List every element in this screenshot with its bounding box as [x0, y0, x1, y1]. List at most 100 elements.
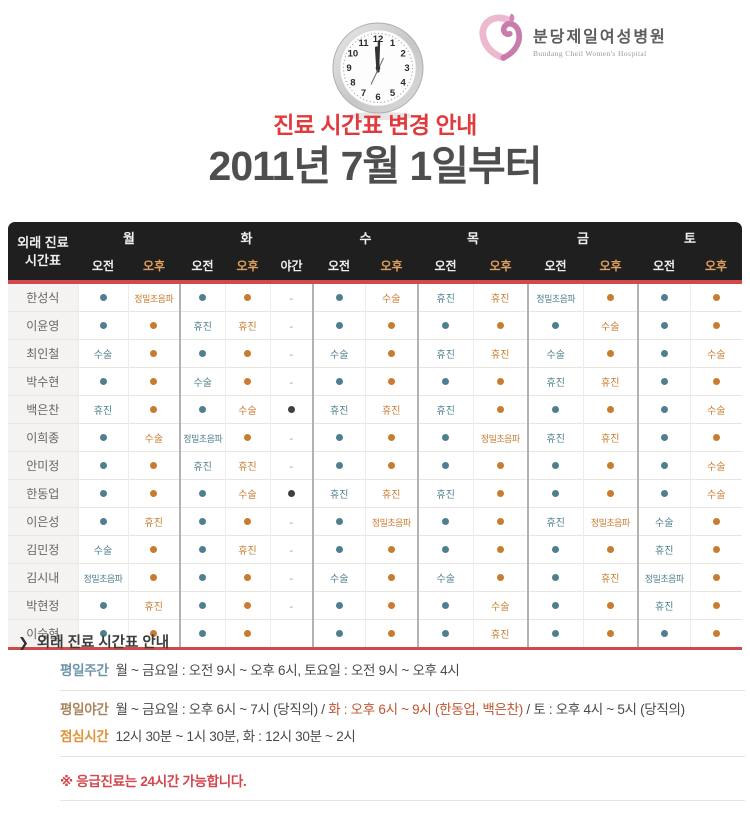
day-header-fri: 금	[528, 222, 638, 251]
schedule-cell-text: 수술	[330, 573, 349, 585]
schedule-cell	[689, 535, 742, 564]
clinic-dot-pm	[712, 517, 720, 525]
clinic-dot-pm	[150, 321, 158, 329]
schedule-cell	[312, 619, 365, 647]
no-clinic-dash: -	[289, 517, 293, 529]
schedule-cell	[312, 423, 365, 452]
schedule-cell-text: 휴진	[601, 433, 620, 445]
clinic-dot-pm	[606, 349, 614, 357]
schedule-cell	[637, 479, 690, 508]
notice-subtitle: 진료 시간표 변경 안내	[273, 112, 477, 138]
schedule-cell	[637, 451, 690, 480]
clinic-dot-am	[99, 433, 107, 441]
schedule-cell: 휴진	[224, 311, 270, 340]
doctor-name: 이희종	[8, 423, 78, 452]
schedule-table-body: 한성식 정밀초음파 - 수술 휴진 휴진 정밀초음파 이윤영 휴진 휴진 - 수술 최인철 수술 - 수술 휴진…	[8, 282, 742, 647]
schedule-cell: 수술	[312, 563, 365, 592]
clinic-dot-am	[660, 433, 668, 441]
subheader-am: 오전	[78, 251, 128, 284]
schedule-cell	[224, 619, 270, 647]
schedule-cell-text: 수술	[144, 433, 163, 445]
schedule-cell-text: 수술	[238, 405, 257, 417]
day-header-thu: 목	[418, 222, 528, 251]
schedule-cell	[77, 591, 128, 620]
clinic-dot-pm	[244, 377, 251, 385]
schedule-cell	[127, 619, 180, 647]
clock-number: 5	[390, 88, 396, 99]
schedule-cell-text: 정밀초음파	[183, 433, 223, 444]
schedule-cell	[689, 591, 742, 620]
schedule-cell: 휴진	[637, 591, 690, 620]
schedule-cell: 정밀초음파	[77, 563, 128, 592]
schedule-cell	[527, 451, 583, 480]
clock-number: 7	[361, 88, 366, 99]
clock-number: 11	[358, 38, 369, 49]
schedule-cell	[582, 591, 638, 620]
schedule-cell: 정밀초음파	[527, 282, 583, 312]
schedule-cell	[527, 591, 583, 620]
hospital-name-ko: 분당제일여성병원	[533, 29, 667, 46]
schedule-cell	[417, 311, 473, 340]
schedule-cell	[582, 339, 638, 368]
schedule-cell	[582, 451, 638, 480]
clinic-dot-am	[552, 573, 560, 581]
clinic-dot-pm	[712, 601, 720, 609]
clinic-dot-am	[335, 517, 343, 525]
schedule-cell: 휴진	[527, 507, 583, 536]
effective-date-title: 2011년 7월 1일부터	[208, 143, 543, 189]
schedule-cell: 정밀초음파	[179, 423, 225, 452]
schedule-cell-text: 휴진	[546, 517, 565, 529]
clinic-dot-am	[442, 601, 450, 609]
subheader-am: 오전	[313, 251, 365, 284]
schedule-cell: 휴진	[127, 591, 180, 620]
schedule-cell-text: 정밀초음파	[480, 433, 520, 444]
clinic-dot-am	[552, 629, 560, 637]
schedule-cell-text: 휴진	[655, 601, 674, 613]
schedule-cell	[224, 423, 270, 452]
schedule-cell	[77, 282, 128, 312]
clinic-dot-am	[335, 433, 343, 441]
schedule-cell: 휴진	[472, 282, 528, 312]
schedule-cell-text: 휴진	[144, 601, 163, 613]
doctor-name: 백은찬	[8, 395, 78, 424]
schedule-cell: 휴진	[127, 507, 180, 536]
schedule-cell: -	[269, 563, 313, 592]
table-corner-label: 외래 진료 시간표	[8, 222, 78, 284]
schedule-cell	[224, 563, 270, 592]
schedule-cell: -	[269, 339, 313, 368]
clinic-dot-am	[199, 349, 207, 357]
clinic-dot-night	[287, 405, 295, 413]
schedule-cell-text: 수술	[436, 573, 455, 585]
schedule-cell	[689, 423, 742, 452]
clinic-dot-pm	[712, 629, 720, 637]
clinic-dot-pm	[387, 601, 395, 609]
doctor-name: 한동업	[8, 479, 78, 508]
clinic-dot-am	[442, 433, 450, 441]
clinic-dot-am	[199, 545, 207, 553]
schedule-cell	[364, 591, 418, 620]
chevron-right-icon: ❯	[18, 635, 29, 650]
clinic-dot-am	[660, 377, 668, 385]
clock-shadow	[347, 112, 413, 120]
clinic-dot-night	[287, 489, 295, 497]
doctor-name: 이숙현	[8, 619, 78, 647]
clinic-dot-pm	[496, 321, 504, 329]
schedule-cell	[527, 395, 583, 424]
schedule-cell	[527, 311, 583, 340]
clock-number: 10	[348, 49, 359, 60]
schedule-cell	[417, 507, 473, 536]
doctor-row: 이숙현 휴진	[8, 619, 742, 647]
clock-number: 6	[375, 92, 380, 103]
schedule-cell	[582, 282, 638, 312]
schedule-cell	[472, 311, 528, 340]
clinic-dot-am	[335, 601, 343, 609]
clinic-dot-pm	[606, 293, 614, 301]
clinic-dot-pm	[606, 461, 614, 469]
notice-section-title: ❯ 외래 진료 시간표 안내	[18, 631, 745, 652]
schedule-cell	[637, 395, 690, 424]
clinic-dot-am	[99, 601, 107, 609]
clinic-dot-pm	[244, 293, 251, 301]
schedule-cell: 휴진	[417, 395, 473, 424]
schedule-cell	[269, 619, 313, 647]
